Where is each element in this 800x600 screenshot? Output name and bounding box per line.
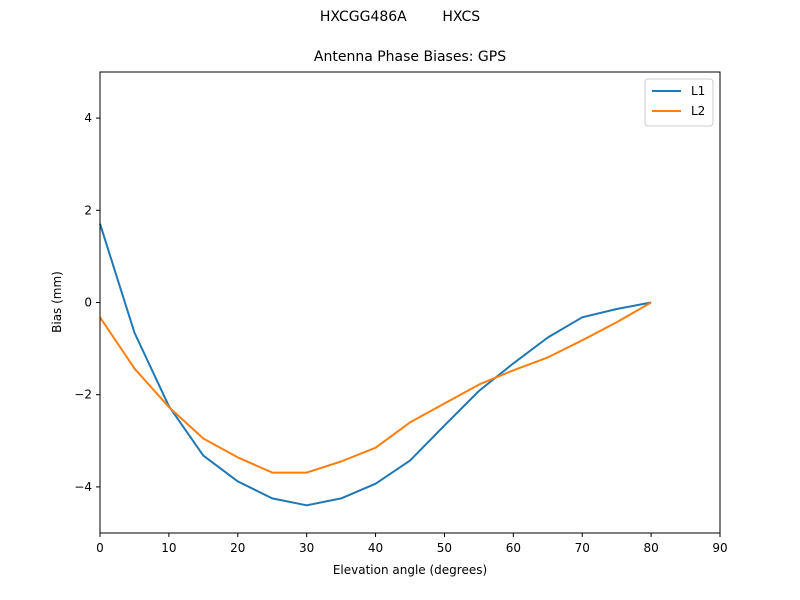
x-tick-label: 60 xyxy=(506,541,521,555)
x-tick-label: 10 xyxy=(161,541,176,555)
x-axis-label: Elevation angle (degrees) xyxy=(333,563,487,577)
x-tick-label: 30 xyxy=(299,541,314,555)
series-line-l1 xyxy=(99,223,652,507)
x-tick-label: 90 xyxy=(712,541,727,555)
legend: L1 L2 xyxy=(644,78,714,127)
x-tick-label: 70 xyxy=(575,541,590,555)
series-line-l2 xyxy=(99,301,652,474)
x-tick-label: 80 xyxy=(643,541,658,555)
x-tick-label: 0 xyxy=(96,541,104,555)
x-tick-label: 50 xyxy=(437,541,452,555)
figure-suptitle: HXCGG486A HXCS xyxy=(319,9,481,25)
y-axis: −4 −2 0 2 4 xyxy=(74,111,100,494)
y-tick-label: 0 xyxy=(84,296,92,310)
y-tick-label: −4 xyxy=(74,480,92,494)
legend-l1-label: L1 xyxy=(691,84,705,98)
legend-l2-label: L2 xyxy=(691,104,705,118)
y-axis-label: Bias (mm) xyxy=(50,271,64,333)
x-axis: 0 10 20 30 40 50 60 70 80 90 xyxy=(96,533,728,555)
x-tick-label: 40 xyxy=(368,541,383,555)
y-tick-label: −2 xyxy=(74,388,92,402)
y-tick-label: 4 xyxy=(84,111,92,125)
x-tick-label: 20 xyxy=(230,541,245,555)
chart-title: Antenna Phase Biases: GPS xyxy=(313,49,507,65)
y-tick-label: 2 xyxy=(84,203,92,217)
plot-lines xyxy=(99,223,652,507)
plot-frame xyxy=(99,71,721,534)
